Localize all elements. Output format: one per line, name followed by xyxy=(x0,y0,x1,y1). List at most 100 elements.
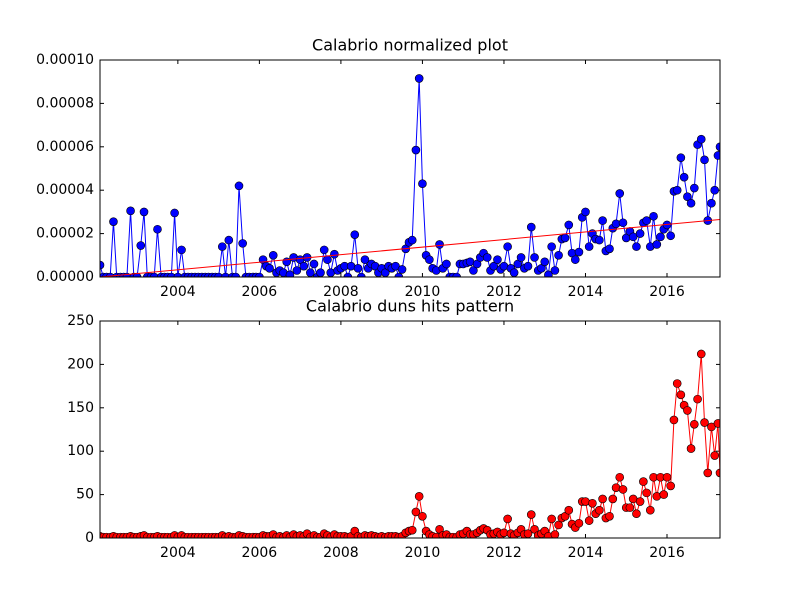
x-tick-label: 2004 xyxy=(160,545,196,561)
point xyxy=(649,211,658,221)
axes: Calabrio normalized plot 0.00000 0.00002 0.… xyxy=(36,36,721,300)
y-tick-label: 0.00004 xyxy=(36,182,94,198)
point xyxy=(418,511,427,521)
y-tick-label: 200 xyxy=(67,356,94,372)
point xyxy=(435,240,444,249)
point xyxy=(221,272,230,277)
point xyxy=(700,155,709,165)
point xyxy=(570,255,580,264)
point xyxy=(482,253,492,262)
x-tick-label: 2008 xyxy=(323,545,359,561)
point xyxy=(618,218,628,228)
point xyxy=(554,520,563,530)
point xyxy=(411,145,421,155)
point xyxy=(544,270,553,277)
point xyxy=(564,505,574,515)
point xyxy=(547,242,556,251)
point xyxy=(686,444,696,453)
point xyxy=(255,272,264,277)
point xyxy=(662,472,672,482)
x-tick-label: 2006 xyxy=(242,284,278,300)
point xyxy=(707,198,716,208)
point xyxy=(356,272,366,277)
point xyxy=(503,242,512,251)
point xyxy=(715,142,720,152)
point xyxy=(690,183,699,193)
x-tick-label: 2016 xyxy=(649,284,685,300)
point xyxy=(407,235,417,245)
point xyxy=(608,494,618,504)
point xyxy=(425,255,434,264)
point xyxy=(397,265,407,274)
point xyxy=(683,192,692,202)
point xyxy=(615,189,625,198)
point xyxy=(353,264,363,273)
x-tick-label: 2012 xyxy=(486,284,522,300)
point xyxy=(676,153,686,162)
y-tick-label: 50 xyxy=(76,487,94,503)
point xyxy=(540,257,550,267)
point xyxy=(713,151,720,160)
series-line xyxy=(100,218,720,277)
x-tick-label: 2012 xyxy=(486,545,522,561)
point xyxy=(632,509,641,518)
point xyxy=(343,272,353,277)
point xyxy=(503,514,512,524)
point xyxy=(414,74,424,83)
axes-frame xyxy=(99,59,721,278)
point xyxy=(574,518,584,528)
y-tick-label: 0.00000 xyxy=(36,269,94,285)
point xyxy=(547,514,556,524)
point xyxy=(615,472,625,482)
point xyxy=(407,525,417,535)
point xyxy=(669,415,679,425)
point xyxy=(238,239,247,248)
point xyxy=(153,224,162,234)
plot-area xyxy=(100,74,720,277)
point xyxy=(628,232,638,242)
point xyxy=(560,233,570,243)
point xyxy=(686,198,696,208)
point xyxy=(268,251,278,260)
point xyxy=(234,181,244,191)
point xyxy=(635,497,645,506)
point xyxy=(509,268,519,277)
point xyxy=(554,251,563,260)
point xyxy=(715,468,720,478)
point xyxy=(442,259,451,269)
point xyxy=(581,207,590,217)
point xyxy=(656,232,665,242)
point xyxy=(360,255,370,264)
point xyxy=(414,492,424,501)
y-tick-label: 0.00002 xyxy=(36,226,94,242)
plot-area xyxy=(100,349,720,538)
point xyxy=(642,488,651,498)
point xyxy=(666,231,675,241)
point xyxy=(411,507,421,517)
point xyxy=(167,272,176,277)
point xyxy=(309,259,319,269)
point xyxy=(126,206,135,216)
point xyxy=(672,379,682,388)
point xyxy=(224,235,234,245)
axes-frame xyxy=(99,320,721,539)
y-tick-label: 100 xyxy=(67,443,94,459)
point xyxy=(170,208,179,218)
x-tick-label: 2014 xyxy=(568,545,604,561)
y-tick-label: 150 xyxy=(67,400,94,416)
point xyxy=(710,451,720,460)
point xyxy=(645,505,655,515)
point xyxy=(231,272,241,277)
x-tick-label: 2006 xyxy=(242,545,278,561)
x-tick-label: 2004 xyxy=(160,284,196,300)
point xyxy=(652,240,662,249)
point xyxy=(588,498,597,508)
point xyxy=(316,268,325,277)
y-tick-label: 0.00010 xyxy=(36,52,94,68)
point xyxy=(285,270,295,277)
point xyxy=(136,241,146,250)
point xyxy=(526,222,536,232)
point xyxy=(564,220,574,230)
chart-title: Calabrio normalized plot xyxy=(312,36,508,55)
